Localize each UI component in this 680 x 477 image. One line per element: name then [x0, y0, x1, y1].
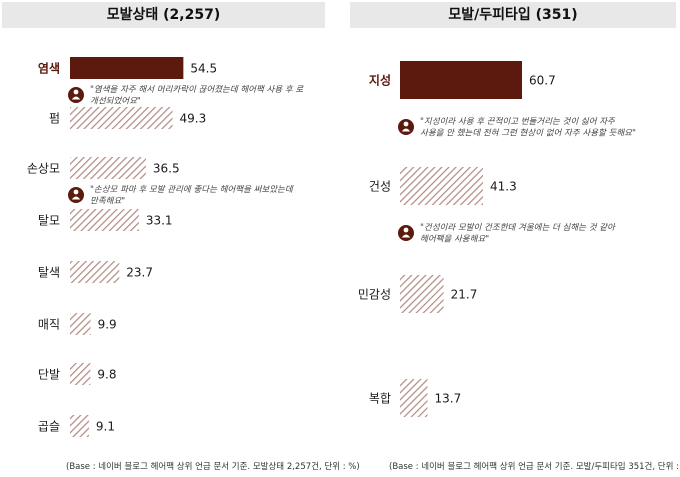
category-label: 곱슬 — [38, 420, 60, 434]
quote-text: "염색을 자주 해서 머리카락이 끊어졌는데 헤어팩 사용 후 로 — [90, 84, 304, 95]
category-label: 펌 — [49, 112, 60, 126]
category-label: 매직 — [38, 318, 60, 332]
value-label: 36.5 — [153, 162, 180, 176]
value-label: 9.8 — [97, 368, 116, 382]
category-label: 민감성 — [358, 288, 391, 302]
quote-text: 만족해요" — [90, 196, 125, 207]
bar — [70, 261, 120, 283]
category-label: 탈모 — [38, 214, 60, 228]
value-label: 33.1 — [146, 214, 173, 228]
quote-text: "손상모 파마 후 모발 관리에 좋다는 헤어팩을 써보았는데 — [90, 184, 294, 195]
person-icon — [68, 87, 84, 103]
quote-text: 헤어팩을 사용해요" — [420, 234, 489, 245]
left-panel-title: 모발상태 (2,257) — [2, 2, 325, 28]
value-label: 21.7 — [451, 288, 478, 302]
category-label: 지성 — [369, 73, 391, 88]
bar — [400, 167, 484, 205]
quote-text: 개선되었어요" — [90, 96, 141, 107]
value-label: 13.7 — [435, 392, 462, 406]
bar — [70, 363, 91, 385]
bar — [400, 61, 523, 99]
category-label: 탈색 — [38, 266, 60, 280]
category-label: 건성 — [369, 180, 391, 194]
value-label: 54.5 — [190, 62, 217, 76]
bar — [70, 157, 146, 179]
bar — [70, 57, 184, 79]
value-label: 9.1 — [96, 420, 115, 434]
bar — [70, 107, 173, 129]
value-label: 23.7 — [126, 266, 153, 280]
quote-text: 사용을 안 했는데 전혀 그런 현상이 없어 자주 사용할 듯해요" — [420, 128, 636, 139]
quote-text: "지성이라 사용 후 끈적이고 번들거리는 것이 싫어 자주 — [420, 116, 616, 127]
category-label: 손상모 — [27, 162, 60, 176]
value-label: 9.9 — [98, 318, 117, 332]
person-icon — [68, 187, 84, 203]
right-panel-title: 모발/두피타입 (351) — [350, 2, 676, 28]
right-footnote: (Base : 네이버 블로그 헤어팩 상위 언급 문서 기준. 모발/두피타입… — [389, 462, 680, 472]
bar — [70, 209, 139, 231]
value-label: 49.3 — [180, 112, 207, 126]
person-icon — [398, 225, 414, 241]
person-icon — [398, 119, 414, 135]
category-label: 염색 — [38, 61, 60, 76]
bar — [70, 313, 91, 335]
left-footnote: (Base : 네이버 블로그 헤어팩 상위 언급 문서 기준. 모발상태 2,… — [66, 462, 360, 472]
bar — [70, 415, 89, 437]
left-chart: 염색 54.5 "염색을 자주 해서 머리카락이 끊어졌는데 헤어팩 사용 후 로개… — [27, 57, 304, 437]
value-label: 41.3 — [490, 180, 517, 194]
right-chart: 지성 60.7 "지성이라 사용 후 끈적이고 번들거리는 것이 싫어 자주사용을 … — [358, 61, 636, 417]
category-label: 복합 — [369, 392, 391, 406]
quote-text: "건성이라 모발이 건조한데 겨울에는 더 심해는 것 같아 — [420, 222, 616, 233]
bar — [400, 379, 428, 417]
value-label: 60.7 — [529, 74, 556, 88]
category-label: 단발 — [38, 368, 60, 382]
bar — [400, 275, 444, 313]
